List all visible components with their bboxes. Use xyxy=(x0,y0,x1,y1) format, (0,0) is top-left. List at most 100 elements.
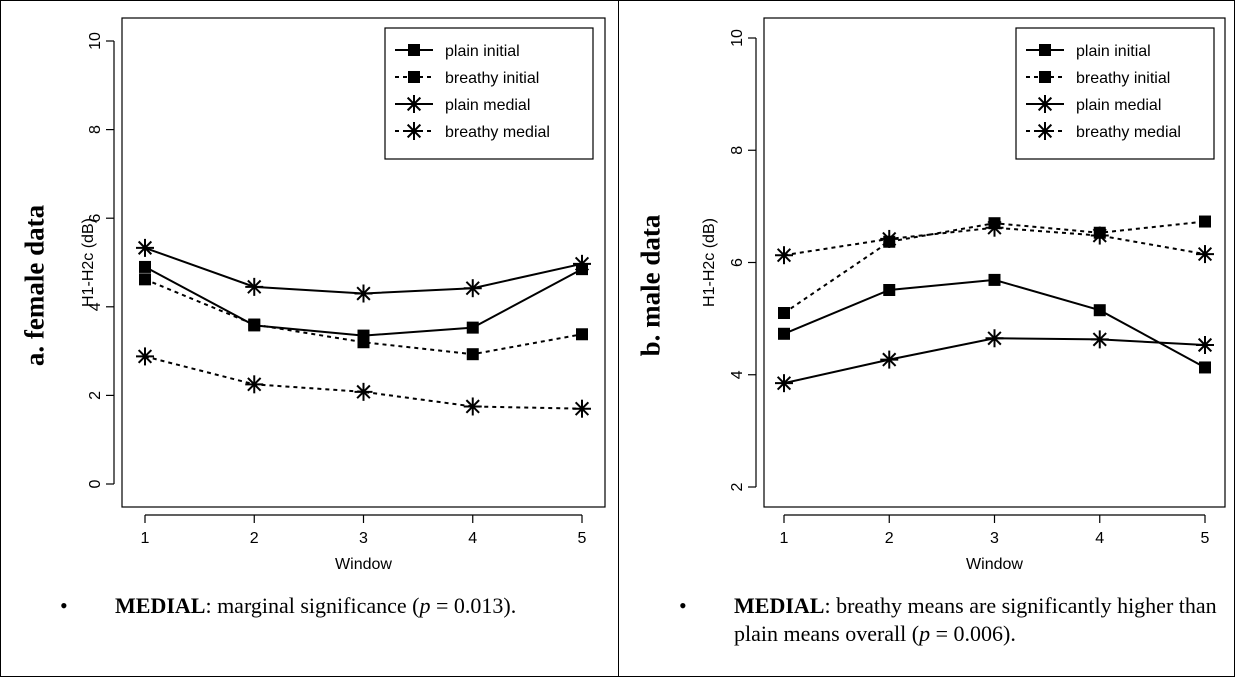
note-pre: : breathy means are significantly higher… xyxy=(734,593,1217,646)
legend-marker xyxy=(1039,71,1051,83)
plot-box xyxy=(121,17,606,508)
y-axis-label: H1-H2c (dB) xyxy=(701,218,718,307)
x-tick-label: 4 xyxy=(1095,530,1104,547)
y-tick-label: 6 xyxy=(87,214,104,223)
series-breathy-initial xyxy=(139,273,588,361)
x-tick-label: 5 xyxy=(578,530,587,547)
plot-box xyxy=(763,17,1226,508)
y-tick-label: 0 xyxy=(87,479,104,488)
x-tick-label: 2 xyxy=(250,530,259,547)
y-tick-label: 8 xyxy=(87,125,104,134)
series-line xyxy=(783,226,1206,257)
data-point xyxy=(775,246,793,265)
data-point xyxy=(576,328,588,341)
note-italic: p xyxy=(419,593,431,618)
x-axis-label: Window xyxy=(966,556,1023,573)
data-point xyxy=(573,254,591,273)
data-point xyxy=(466,321,479,334)
data-point xyxy=(245,375,264,394)
data-point xyxy=(357,336,370,349)
data-point xyxy=(139,273,151,286)
chart-male: 1 2 3 4 5 Window 2 4 6 8 10 H1-H2c (dB) plain initia… xyxy=(701,17,1226,573)
data-point xyxy=(988,273,1001,286)
data-point xyxy=(245,277,264,296)
legend-marker xyxy=(1039,44,1051,56)
legend-label: plain initial xyxy=(445,43,520,60)
note-text: MEDIAL: breathy means are significantly … xyxy=(734,592,1234,648)
data-point xyxy=(354,382,373,401)
data-point xyxy=(1090,226,1109,245)
legend-marker xyxy=(408,44,420,56)
y-tick-label: 4 xyxy=(729,370,746,379)
data-point xyxy=(136,238,154,257)
series-breathy-medial xyxy=(136,347,591,418)
data-point xyxy=(1093,304,1106,317)
data-point xyxy=(1196,245,1214,264)
y-tick-label: 8 xyxy=(729,146,746,155)
x-tick-label: 3 xyxy=(359,530,368,547)
note-post: = 0.006). xyxy=(930,621,1016,646)
data-point xyxy=(880,350,899,369)
chart-female: 1 2 3 4 5 Window 0 2 4 6 8 10 H1-H2c (dB) plain initi… xyxy=(80,17,606,573)
legend-label: breathy initial xyxy=(445,70,539,87)
data-point xyxy=(573,399,591,418)
note-pre: : marginal significance ( xyxy=(205,593,420,618)
legend-label: breathy medial xyxy=(445,124,550,141)
data-point xyxy=(985,218,1004,237)
series-plain-initial xyxy=(778,273,1211,374)
data-point xyxy=(136,347,154,366)
note-bold: MEDIAL xyxy=(734,593,825,618)
legend-label: plain medial xyxy=(1076,97,1161,114)
note-bold: MEDIAL xyxy=(115,593,206,618)
series-line xyxy=(144,355,583,410)
note-post: = 0.013). xyxy=(430,593,517,618)
data-point xyxy=(778,307,790,320)
data-point xyxy=(778,327,790,340)
x-axis-label: Window xyxy=(335,556,392,573)
panel-divider xyxy=(618,0,619,677)
legend-label: plain initial xyxy=(1076,43,1151,60)
series-plain-medial xyxy=(136,238,591,303)
legend: plain initial breathy initial plain medial… xyxy=(1015,27,1215,160)
data-point xyxy=(1199,215,1211,228)
note-italic: p xyxy=(919,621,931,646)
data-point xyxy=(139,260,151,273)
data-point xyxy=(1090,330,1109,349)
y-tick-label: 2 xyxy=(729,482,746,491)
note-bullet: • xyxy=(60,593,68,618)
legend-marker xyxy=(405,122,423,140)
data-point xyxy=(354,284,373,303)
y-tick-label: 10 xyxy=(87,32,104,50)
legend-marker xyxy=(1036,122,1054,140)
legend-label: breathy medial xyxy=(1076,124,1181,141)
data-point xyxy=(248,318,261,331)
x-tick-label: 2 xyxy=(885,530,894,547)
panel-male: b. male data 1 2 3 4 5 Window 2 4 6 8 10 H1-H2c (dB… xyxy=(619,0,1235,677)
legend-label: plain medial xyxy=(445,97,530,114)
data-point xyxy=(466,348,479,361)
series-line xyxy=(783,278,1206,369)
y-tick-label: 6 xyxy=(729,258,746,267)
series-plain-medial xyxy=(775,329,1214,393)
x-tick-label: 4 xyxy=(468,530,477,547)
legend-marker xyxy=(408,71,420,83)
x-tick-label: 3 xyxy=(990,530,999,547)
legend-marker xyxy=(1036,95,1054,113)
legend: plain initial breathy initial plain medial… xyxy=(384,27,594,160)
data-point xyxy=(463,397,482,416)
data-point xyxy=(985,329,1004,348)
note-bullet: • xyxy=(679,593,687,618)
y-tick-label: 10 xyxy=(729,29,746,47)
data-point xyxy=(463,279,482,298)
data-point xyxy=(775,374,793,393)
x-tick-label: 1 xyxy=(780,530,789,547)
data-point xyxy=(1199,361,1211,374)
data-point xyxy=(1196,336,1214,355)
y-tick-label: 4 xyxy=(87,302,104,311)
legend-marker xyxy=(405,95,423,113)
legend-label: breathy initial xyxy=(1076,70,1170,87)
note-text: MEDIAL: marginal significance (p = 0.013… xyxy=(115,592,615,620)
panel-female: a. female data 1 2 3 4 5 Window 0 2 4 6 8 10 H1-H2c … xyxy=(20,17,615,620)
x-tick-label: 5 xyxy=(1201,530,1210,547)
series-breathy-medial xyxy=(775,218,1214,265)
